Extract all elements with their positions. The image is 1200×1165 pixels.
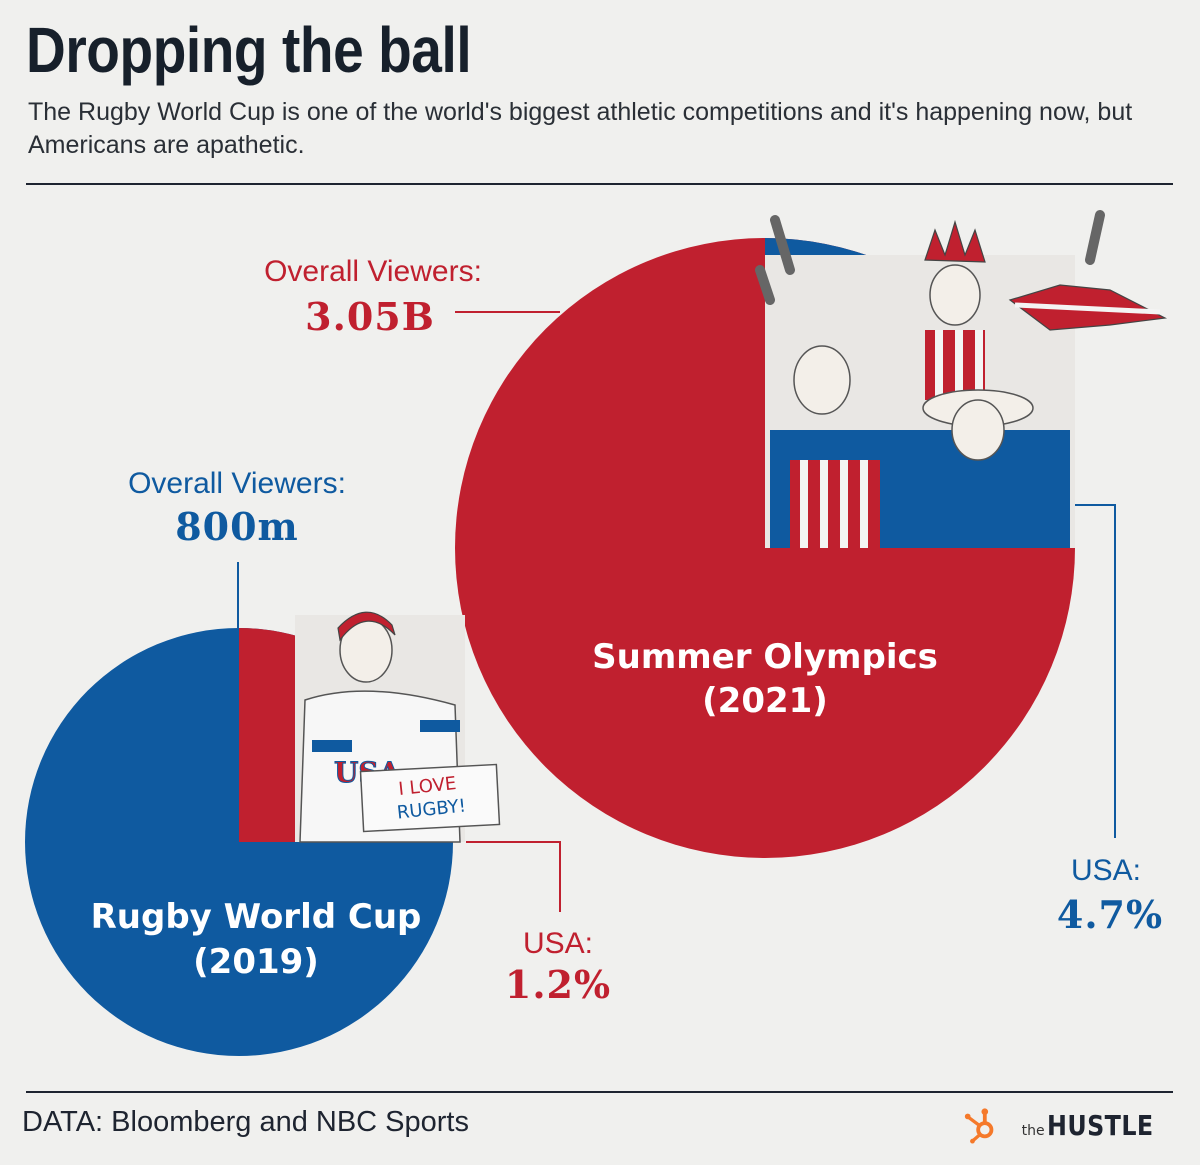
- olympics-usa-value: 4.7%: [1057, 892, 1163, 937]
- chart-title: Dropping the ball: [26, 14, 472, 86]
- olympics-usa-leader: [1075, 504, 1116, 838]
- rugby-usa-label: USA:: [523, 927, 593, 960]
- top-divider: [26, 183, 1173, 185]
- rugby-usa-value: 1.2%: [505, 962, 611, 1007]
- rugby-viewers-value: 800m: [175, 504, 299, 549]
- rugby-usa-leader: [466, 841, 561, 912]
- olympics-pie: Summer Olympics (2021): [455, 210, 1168, 858]
- olympics-event-label: Summer Olympics: [592, 637, 938, 677]
- chart-subtitle: The Rugby World Cup is one of the world'…: [28, 98, 1133, 159]
- usa-jersey-fan-holding-sign-illustration: USA I LOVE RUGBY!: [295, 611, 501, 843]
- rugby-pie: USA I LOVE RUGBY! Rugby World Cup (2019): [25, 611, 501, 1056]
- bottom-divider: [26, 1091, 1173, 1093]
- olympics-event-year: (2021): [702, 681, 828, 721]
- annotation-leader-lines: [237, 311, 1116, 912]
- rugby-viewers-label: Overall Viewers:: [128, 467, 346, 500]
- brand-wordmark: the HUSTLE: [1022, 1109, 1172, 1142]
- brand-prefix: the: [1021, 1122, 1045, 1139]
- cheering-usa-fans-illustration: [755, 210, 1168, 548]
- brand-name: HUSTLE: [1046, 1108, 1154, 1142]
- olympics-viewers-label: Overall Viewers:: [264, 255, 482, 288]
- olympics-viewers-value: 3.05B: [305, 294, 435, 339]
- data-source-note: DATA: Bloomberg and NBC Sports: [22, 1106, 469, 1138]
- hubspot-sprocket-icon: [964, 1108, 993, 1144]
- rugby-event-label: Rugby World Cup: [91, 897, 422, 937]
- brand-logo[interactable]: the HUSTLE: [962, 1106, 1172, 1144]
- rugby-event-year: (2019): [193, 942, 319, 982]
- olympics-usa-label: USA:: [1071, 854, 1141, 887]
